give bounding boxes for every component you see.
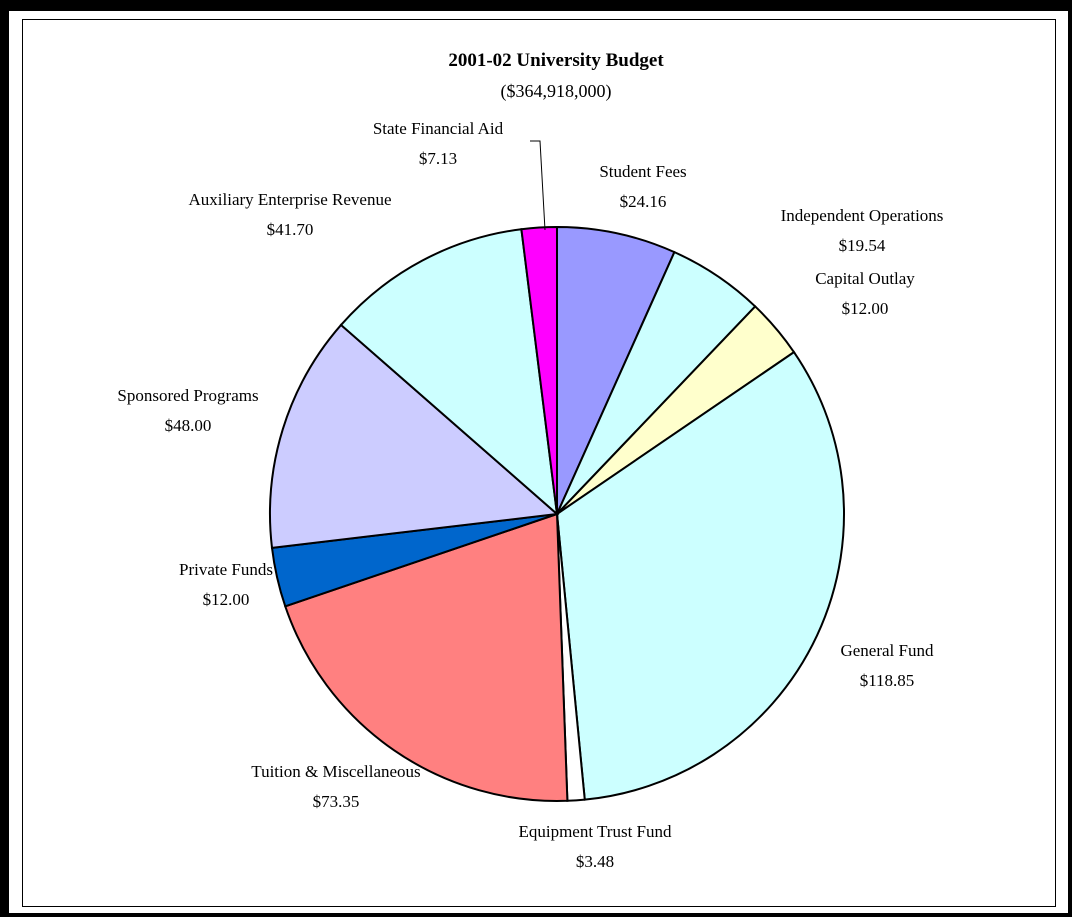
- leader-line-state-financial-aid: [530, 140, 546, 231]
- slice-label-name-private-funds: Private Funds: [179, 560, 273, 579]
- pie-slice-tuition-and-miscellaneous: [283, 512, 569, 802]
- slice-label-value-equipment-trust-fund: $3.48: [576, 852, 614, 871]
- slice-label-name-general-fund: General Fund: [840, 641, 934, 660]
- slice-label-name-student-fees: Student Fees: [599, 162, 686, 181]
- pie-chart: 2001-02 University Budget ($364,918,000)…: [117, 50, 943, 871]
- chart-subtitle: ($364,918,000): [501, 81, 612, 102]
- slice-label-value-general-fund: $118.85: [860, 671, 915, 690]
- pie-slice-auxiliary-enterprise-revenue: [339, 228, 559, 517]
- slice-label-name-sponsored-programs: Sponsored Programs: [117, 386, 258, 405]
- slice-label-value-capital-outlay: $12.00: [842, 299, 889, 318]
- pie-slice-sponsored-programs: [269, 323, 560, 549]
- slice-label-name-state-financial-aid: State Financial Aid: [373, 119, 504, 138]
- pie-slice-state-financial-aid: [520, 225, 558, 515]
- pie-slices: [269, 225, 845, 802]
- slice-label-value-private-funds: $12.00: [203, 590, 250, 609]
- plot-area: 2001-02 University Budget ($364,918,000)…: [22, 19, 1056, 907]
- slice-label-value-auxiliary-enterprise-revenue: $41.70: [267, 220, 314, 239]
- chart-title: 2001-02 University Budget: [448, 50, 664, 71]
- slice-label-name-equipment-trust-fund: Equipment Trust Fund: [518, 822, 672, 841]
- slice-label-name-independent-operations: Independent Operations: [781, 206, 944, 225]
- slice-label-value-tuition-and-miscellaneous: $73.35: [313, 792, 360, 811]
- pie-slice-student-fees: [556, 225, 676, 515]
- slice-label-value-independent-operations: $19.54: [839, 236, 886, 255]
- slice-label-name-tuition-and-miscellaneous: Tuition & Miscellaneous: [251, 762, 420, 781]
- slice-label-value-student-fees: $24.16: [620, 192, 667, 211]
- slice-labels: Student Fees $24.16 Independent Operations…: [117, 119, 943, 871]
- slice-label-name-capital-outlay: Capital Outlay: [815, 269, 915, 288]
- slice-label-value-state-financial-aid: $7.13: [419, 149, 457, 168]
- chart-area: 2001-02 University Budget ($364,918,000)…: [9, 11, 1068, 913]
- slice-label-name-auxiliary-enterprise-revenue: Auxiliary Enterprise Revenue: [189, 190, 392, 209]
- pie-slice-general-fund: [555, 350, 845, 801]
- slice-label-value-sponsored-programs: $48.00: [165, 416, 212, 435]
